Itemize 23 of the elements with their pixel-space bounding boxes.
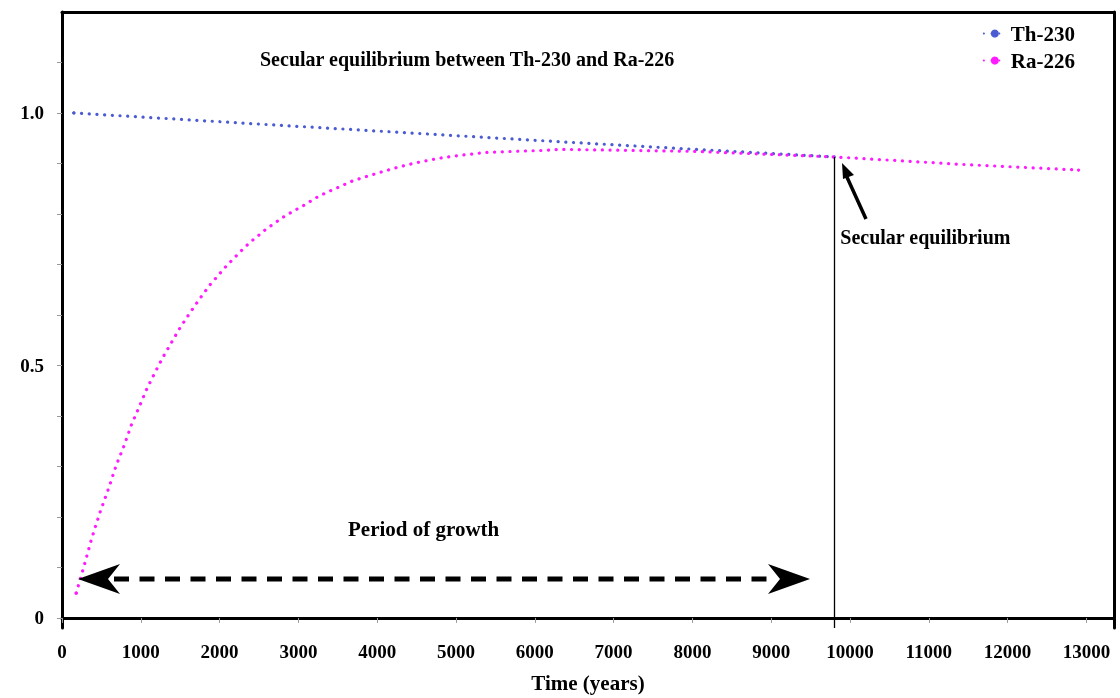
annotation: Secular equilibrium — [840, 225, 1011, 249]
x-tick-label: 10000 — [826, 641, 874, 662]
x-tick-label: 9000 — [752, 641, 791, 662]
x-tick-label: 3000 — [279, 641, 318, 662]
x-tick-label: 4000 — [358, 641, 397, 662]
x-tick-label: 11000 — [905, 641, 953, 662]
x-tick-label: 1000 — [121, 641, 160, 662]
x-tick-label: 12000 — [983, 641, 1032, 662]
legend-label: Th-230 — [1010, 21, 1076, 46]
text: Secular equilibrium between Th-230 and Ra-226 — [260, 48, 675, 71]
legend-label: Ra-226 — [1010, 48, 1075, 73]
x-tick-label: 5000 — [437, 641, 476, 662]
x-axis-title: Time (years) — [531, 670, 645, 695]
y-tick-label: 1.0 — [20, 102, 44, 124]
x-tick-label: 7000 — [594, 641, 633, 662]
x-tick-label: 13000 — [1062, 641, 1111, 662]
annotation: Period of growth — [348, 516, 500, 541]
x-tick-label: 8000 — [673, 641, 712, 662]
x-tick-label: 2000 — [200, 641, 239, 662]
y-tick-label: 0.5 — [20, 354, 44, 376]
x-tick-label: 0 — [57, 641, 67, 662]
y-tick-label: 0 — [34, 607, 44, 629]
x-tick-label: 6000 — [515, 641, 554, 662]
